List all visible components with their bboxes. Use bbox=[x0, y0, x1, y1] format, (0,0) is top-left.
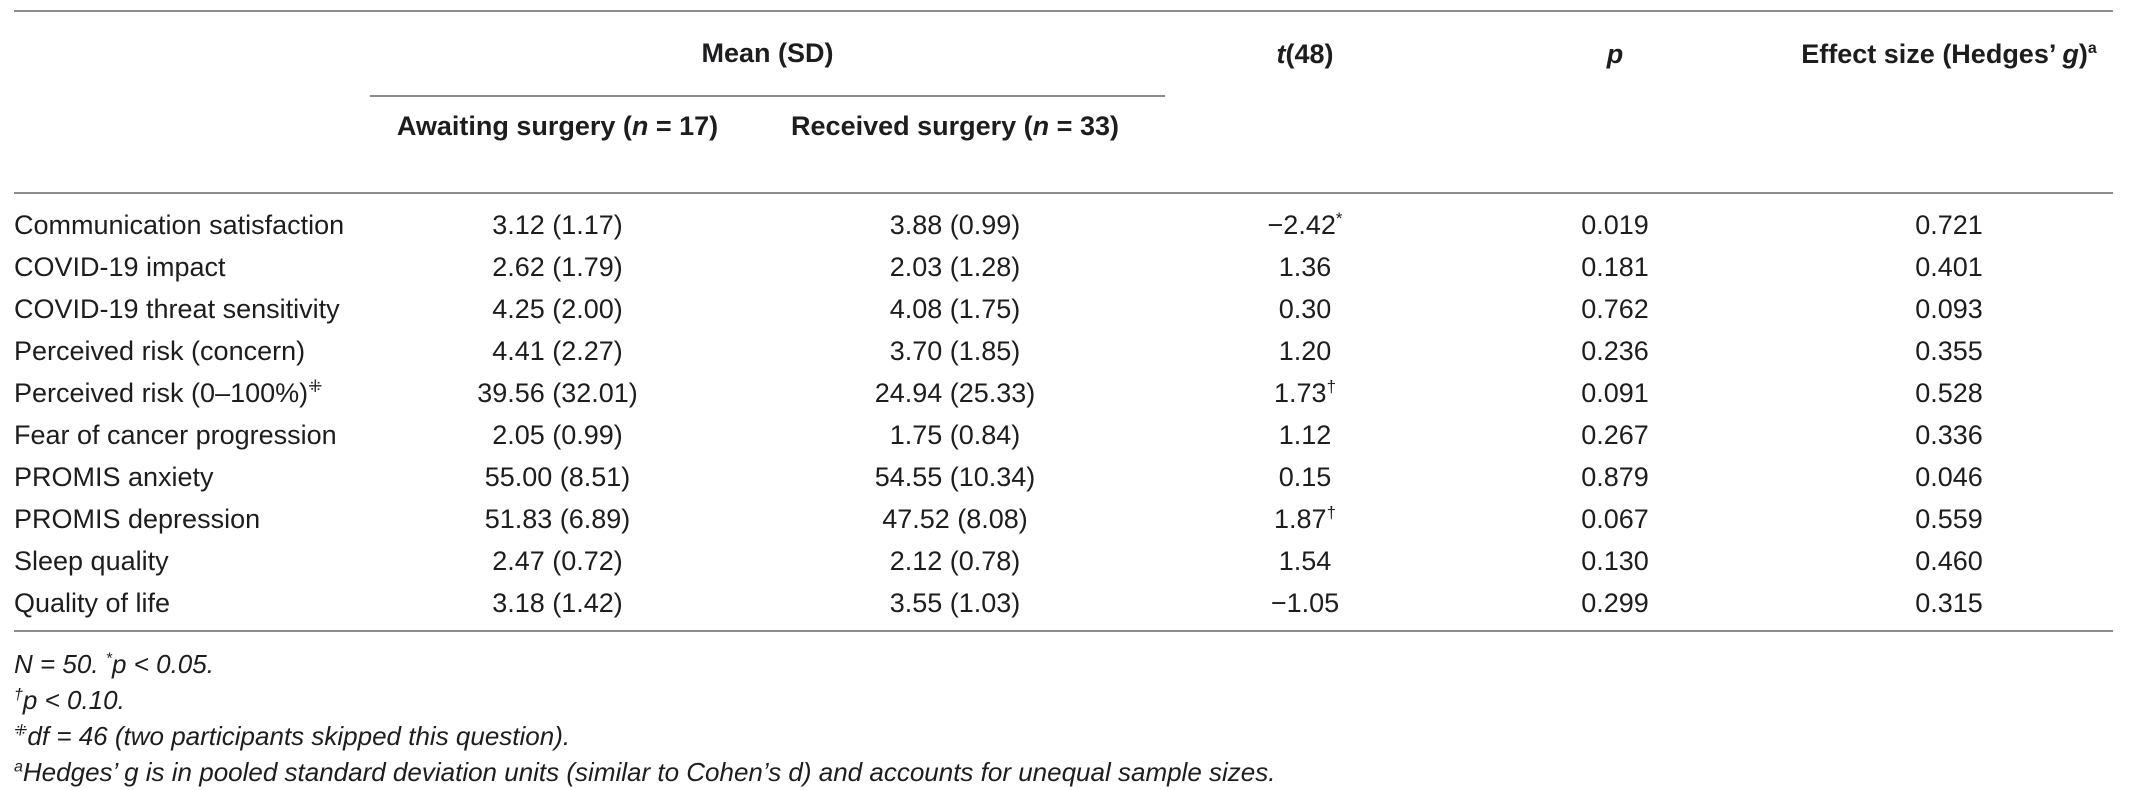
header-p-value: p bbox=[1445, 10, 1786, 96]
cell-awaiting-mean: 2.47 (0.72) bbox=[492, 545, 623, 576]
cell-received-mean: 4.08 (1.75) bbox=[889, 293, 1021, 324]
group-comparison-table: Mean (SD) t(48) p Effect size (Hedges’ g… bbox=[14, 10, 2114, 632]
cell-received-mean: 24.94 (25.33) bbox=[874, 377, 1036, 408]
cell-p-value: 0.762 bbox=[1581, 293, 1649, 324]
cell-t-value: 1.36 bbox=[1278, 251, 1332, 282]
cell-effect-size: 0.528 bbox=[1915, 377, 1983, 408]
cell-received-mean: 3.70 (1.85) bbox=[889, 335, 1021, 366]
cell-p-value: 0.879 bbox=[1581, 461, 1649, 492]
cell-effect-size: 0.093 bbox=[1915, 293, 1983, 324]
cell-measure-label: COVID-19 threat sensitivity bbox=[14, 293, 340, 324]
cell-p-value: 0.181 bbox=[1581, 251, 1649, 282]
cell-measure-label: COVID-19 impact bbox=[14, 251, 226, 282]
header-row-top: Mean (SD) t(48) p Effect size (Hedges’ g… bbox=[14, 10, 2114, 97]
asterisk-marker: * bbox=[105, 650, 113, 668]
table-row: PROMIS depression 51.83 (6.89) 47.52 (8.… bbox=[14, 498, 2113, 540]
cell-effect-size: 0.336 bbox=[1915, 419, 1983, 450]
header-received-surgery: Received surgery (n = 33) bbox=[745, 96, 1166, 194]
cell-awaiting-mean: 3.18 (1.42) bbox=[370, 582, 745, 632]
cell-effect-size: 0.401 bbox=[1915, 251, 1983, 282]
cell-t-value: 1.73† bbox=[1274, 376, 1337, 408]
cell-measure-label: PROMIS depression bbox=[14, 503, 261, 534]
cell-received-mean: 3.55 (1.03) bbox=[745, 582, 1166, 632]
cell-measure-label: PROMIS anxiety bbox=[14, 461, 214, 492]
dagger-marker: † bbox=[14, 686, 23, 704]
cell-t-value: 0.15 bbox=[1278, 461, 1332, 492]
cell-measure-label: Quality of life bbox=[14, 582, 370, 632]
table-row: Quality of life 3.18 (1.42) 3.55 (1.03) … bbox=[14, 582, 2114, 632]
cell-measure-label: Sleep quality bbox=[14, 545, 169, 576]
footnote-sample-size: N = 50. *p < 0.05. bbox=[14, 649, 214, 679]
table-row: Perceived risk (concern) 4.41 (2.27) 3.7… bbox=[14, 330, 2113, 372]
cell-received-mean: 54.55 (10.34) bbox=[874, 461, 1036, 492]
footnote-df: ⁜df = 46 (two participants skipped this … bbox=[14, 721, 571, 751]
cell-awaiting-mean: 2.62 (1.79) bbox=[492, 251, 623, 282]
cell-received-mean: 47.52 (8.08) bbox=[882, 503, 1028, 534]
cell-awaiting-mean: 4.25 (2.00) bbox=[492, 293, 623, 324]
table-row: Fear of cancer progression 2.05 (0.99) 1… bbox=[14, 414, 2113, 456]
a-marker: a bbox=[14, 758, 23, 776]
cell-effect-size: 0.559 bbox=[1915, 503, 1983, 534]
cell-p-value: 0.091 bbox=[1581, 377, 1649, 408]
header-effect-size: Effect size (Hedges’ g)a bbox=[1785, 10, 2114, 96]
footnote-marker-cross: ⁜ bbox=[308, 376, 323, 396]
footnote-marker-dagger: † bbox=[1326, 376, 1337, 396]
cell-t-value: 0.30 bbox=[1278, 293, 1332, 324]
cell-p-value: 0.067 bbox=[1581, 503, 1649, 534]
table-row: Sleep quality 2.47 (0.72) 2.12 (0.78) 1.… bbox=[14, 540, 2113, 582]
cell-received-mean: 3.88 (0.99) bbox=[889, 209, 1021, 240]
cell-received-mean: 2.12 (0.78) bbox=[889, 545, 1021, 576]
table-row: Perceived risk (0–100%)⁜ 39.56 (32.01) 2… bbox=[14, 372, 2113, 414]
footnote-dagger: †p < 0.10. bbox=[14, 685, 125, 715]
cell-measure-label: Fear of cancer progression bbox=[14, 419, 337, 450]
cell-p-value: 0.019 bbox=[1581, 209, 1649, 240]
cell-awaiting-mean: 39.56 (32.01) bbox=[477, 377, 638, 408]
cell-awaiting-mean: 4.41 (2.27) bbox=[492, 335, 623, 366]
cell-t-value: −1.05 bbox=[1165, 582, 1446, 632]
cell-effect-size: 0.046 bbox=[1915, 461, 1983, 492]
footnote-hedges-g: aHedges’ g is in pooled standard deviati… bbox=[14, 757, 1276, 787]
cell-awaiting-mean: 2.05 (0.99) bbox=[492, 419, 623, 450]
cell-t-value: 1.87† bbox=[1274, 502, 1337, 534]
cell-effect-size: 0.460 bbox=[1915, 545, 1983, 576]
cell-effect-size: 0.355 bbox=[1915, 335, 1983, 366]
cell-p-value: 0.299 bbox=[1445, 582, 1786, 632]
cell-received-mean: 2.03 (1.28) bbox=[889, 251, 1021, 282]
cell-t-value: 1.20 bbox=[1278, 335, 1332, 366]
cell-received-mean: 1.75 (0.84) bbox=[889, 419, 1021, 450]
table-row: PROMIS anxiety 55.00 (8.51) 54.55 (10.34… bbox=[14, 456, 2113, 498]
cell-t-value: −2.42* bbox=[1267, 208, 1343, 240]
cell-t-value: 1.54 bbox=[1278, 545, 1332, 576]
cell-measure-label: Perceived risk (concern) bbox=[14, 335, 306, 366]
header-empty bbox=[14, 96, 370, 194]
cell-effect-size: 0.315 bbox=[1785, 582, 2114, 632]
header-mean-sd: Mean (SD) bbox=[370, 10, 1166, 97]
table-row: COVID-19 impact 2.62 (1.79) 2.03 (1.28) … bbox=[14, 246, 2113, 288]
table-row: Communication satisfaction 3.12 (1.17) 3… bbox=[14, 193, 2113, 246]
footnote-marker-dagger: † bbox=[1326, 502, 1337, 522]
cell-measure-label: Perceived risk (0–100%)⁜ bbox=[14, 376, 323, 408]
cell-awaiting-mean: 55.00 (8.51) bbox=[484, 461, 631, 492]
footnote-marker-a: a bbox=[2087, 39, 2097, 57]
cell-awaiting-mean: 3.12 (1.17) bbox=[492, 209, 623, 240]
header-t-statistic: t(48) bbox=[1165, 10, 1446, 96]
header-awaiting-surgery: Awaiting surgery (n = 17) bbox=[370, 96, 745, 194]
header-row-groups: Awaiting surgery (n = 17) Received surge… bbox=[14, 96, 2114, 194]
cross-marker: ⁜ bbox=[14, 722, 28, 740]
cell-p-value: 0.236 bbox=[1581, 335, 1649, 366]
cell-effect-size: 0.721 bbox=[1915, 209, 1983, 240]
cell-t-value: 1.12 bbox=[1278, 419, 1332, 450]
table-footnotes: N = 50. *p < 0.05. †p < 0.10. ⁜df = 46 (… bbox=[14, 646, 2113, 790]
table-row: COVID-19 threat sensitivity 4.25 (2.00) … bbox=[14, 288, 2113, 330]
cell-p-value: 0.130 bbox=[1581, 545, 1649, 576]
cell-measure-label: Communication satisfaction bbox=[14, 209, 345, 240]
cell-p-value: 0.267 bbox=[1581, 419, 1649, 450]
cell-awaiting-mean: 51.83 (6.89) bbox=[484, 503, 631, 534]
header-empty bbox=[14, 10, 370, 96]
